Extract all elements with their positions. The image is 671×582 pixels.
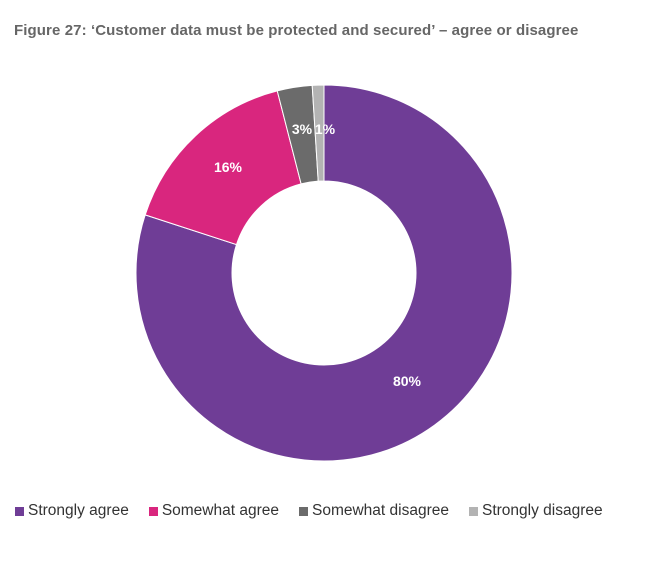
slice-somewhat-agree xyxy=(144,90,302,246)
legend-item-strongly-agree: Strongly agree xyxy=(15,502,129,520)
chart-title: Figure 27: ‘Customer data must be protec… xyxy=(14,22,579,39)
slice-label-somewhat-disagree: 3% xyxy=(292,121,313,137)
slice-strongly-agree xyxy=(135,84,513,462)
slice-label-strongly-agree: 80% xyxy=(393,373,422,389)
legend-label: Somewhat agree xyxy=(161,502,279,519)
slices-group xyxy=(135,84,513,462)
legend-label: Somewhat disagree xyxy=(312,502,449,519)
slice-label-somewhat-agree: 16% xyxy=(214,159,243,175)
legend: Strongly agree Somewhat agree Somewhat dis… xyxy=(15,502,603,520)
legend-swatch xyxy=(299,506,308,516)
labels-group: 80% 16% 3% 1% xyxy=(214,121,422,389)
legend-item-strongly-disagree: Strongly disagree xyxy=(469,502,603,520)
legend-label: Strongly disagree xyxy=(482,502,603,519)
legend-item-somewhat-agree: Somewhat agree xyxy=(148,502,279,520)
legend-swatch xyxy=(15,506,24,516)
slice-label-strongly-disagree: 1% xyxy=(315,121,336,137)
legend-swatch xyxy=(148,506,158,516)
slice-strongly-disagree xyxy=(311,84,325,182)
legend-swatch xyxy=(469,506,478,516)
donut-chart: 80% 16% 3% 1% xyxy=(135,84,513,462)
legend-label: Strongly agree xyxy=(28,502,129,519)
legend-item-somewhat-disagree: Somewhat disagree xyxy=(299,502,449,520)
